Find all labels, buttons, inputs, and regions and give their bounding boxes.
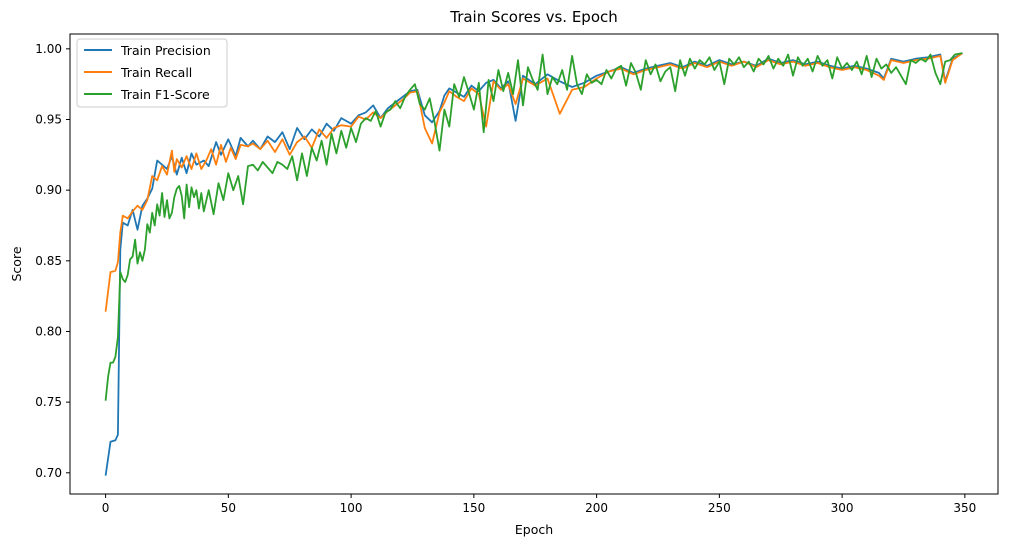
x-tick-label: 100 [340,501,363,515]
x-tick-label: 50 [221,501,236,515]
legend-label-precision: Train Precision [120,43,211,58]
y-tick-label: 0.85 [35,254,62,268]
x-tick-label: 0 [102,501,110,515]
legend-entry-f1: Train F1-Score [84,87,210,102]
y-tick-label: 0.70 [35,466,62,480]
x-axis-ticks: 0 50 100 150 200 250 300 350 [102,494,976,515]
y-tick-label: 0.90 [35,183,62,197]
series-lines [104,52,963,476]
x-axis-label: Epoch [515,522,553,537]
chart-title: Train Scores vs. Epoch [449,8,618,26]
legend-label-f1: Train F1-Score [120,87,210,102]
x-tick-label: 300 [831,501,854,515]
legend: Train Precision Train Recall Train F1-Sc… [76,38,228,108]
x-tick-label: 150 [462,501,485,515]
y-tick-label: 0.95 [35,112,62,126]
y-axis-label: Score [9,246,24,281]
y-tick-label: 0.80 [35,324,62,338]
x-tick-label: 350 [953,501,976,515]
legend-entry-precision: Train Precision [84,43,211,58]
y-tick-label: 0.75 [35,395,62,409]
plot-area-frame [69,33,999,495]
x-tick-label: 250 [708,501,731,515]
x-tick-label: 200 [585,501,608,515]
legend-frame [76,38,228,108]
y-axis-ticks: 0.70 0.75 0.80 0.85 0.90 0.95 1.00 [35,42,70,480]
legend-entry-recall: Train Recall [84,65,192,80]
legend-label-recall: Train Recall [120,65,192,80]
series-line-train-f1-score [104,52,963,401]
y-tick-label: 1.00 [35,42,62,56]
